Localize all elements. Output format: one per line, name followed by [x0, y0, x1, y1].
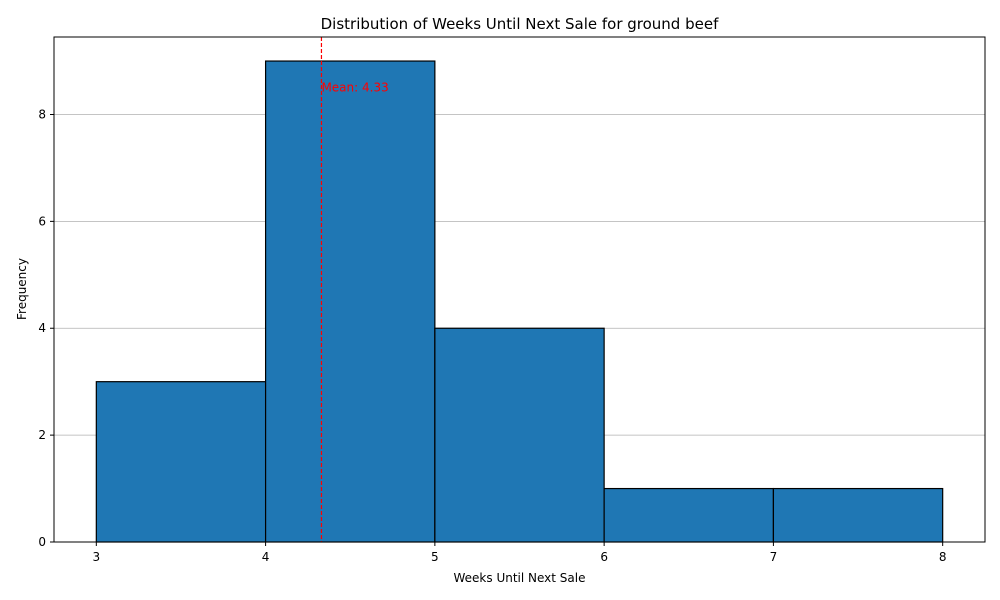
y-tick-label: 8	[38, 107, 46, 121]
y-tick-label: 0	[38, 535, 46, 549]
y-axis-ticks: 0 2 4 6 8	[38, 107, 54, 549]
x-tick-label: 8	[939, 550, 947, 564]
mean-marker: Mean: 4.33	[320, 37, 389, 542]
x-tick-label: 5	[431, 550, 439, 564]
x-tick-label: 7	[770, 550, 778, 564]
y-tick-label: 6	[38, 214, 46, 228]
y-tick-label: 2	[38, 428, 46, 442]
histogram-bars	[95, 60, 944, 543]
x-axis-label: Weeks Until Next Sale	[454, 571, 586, 585]
mean-label: Mean: 4.33	[321, 81, 388, 95]
chart-title: Distribution of Weeks Until Next Sale fo…	[321, 15, 719, 33]
histogram-bar	[603, 487, 775, 543]
histogram-bar	[264, 60, 436, 543]
x-tick-label: 4	[262, 550, 270, 564]
y-axis-label: Frequency	[15, 258, 29, 320]
x-axis-ticks: 3 4 5 6 7 8	[92, 542, 947, 564]
histogram-bar	[95, 381, 267, 543]
x-tick-label: 6	[600, 550, 608, 564]
x-tick-label: 3	[92, 550, 100, 564]
y-tick-label: 4	[38, 321, 46, 335]
plot-frame	[53, 36, 986, 543]
histogram-bar	[772, 487, 944, 543]
histogram-bar	[434, 327, 605, 543]
